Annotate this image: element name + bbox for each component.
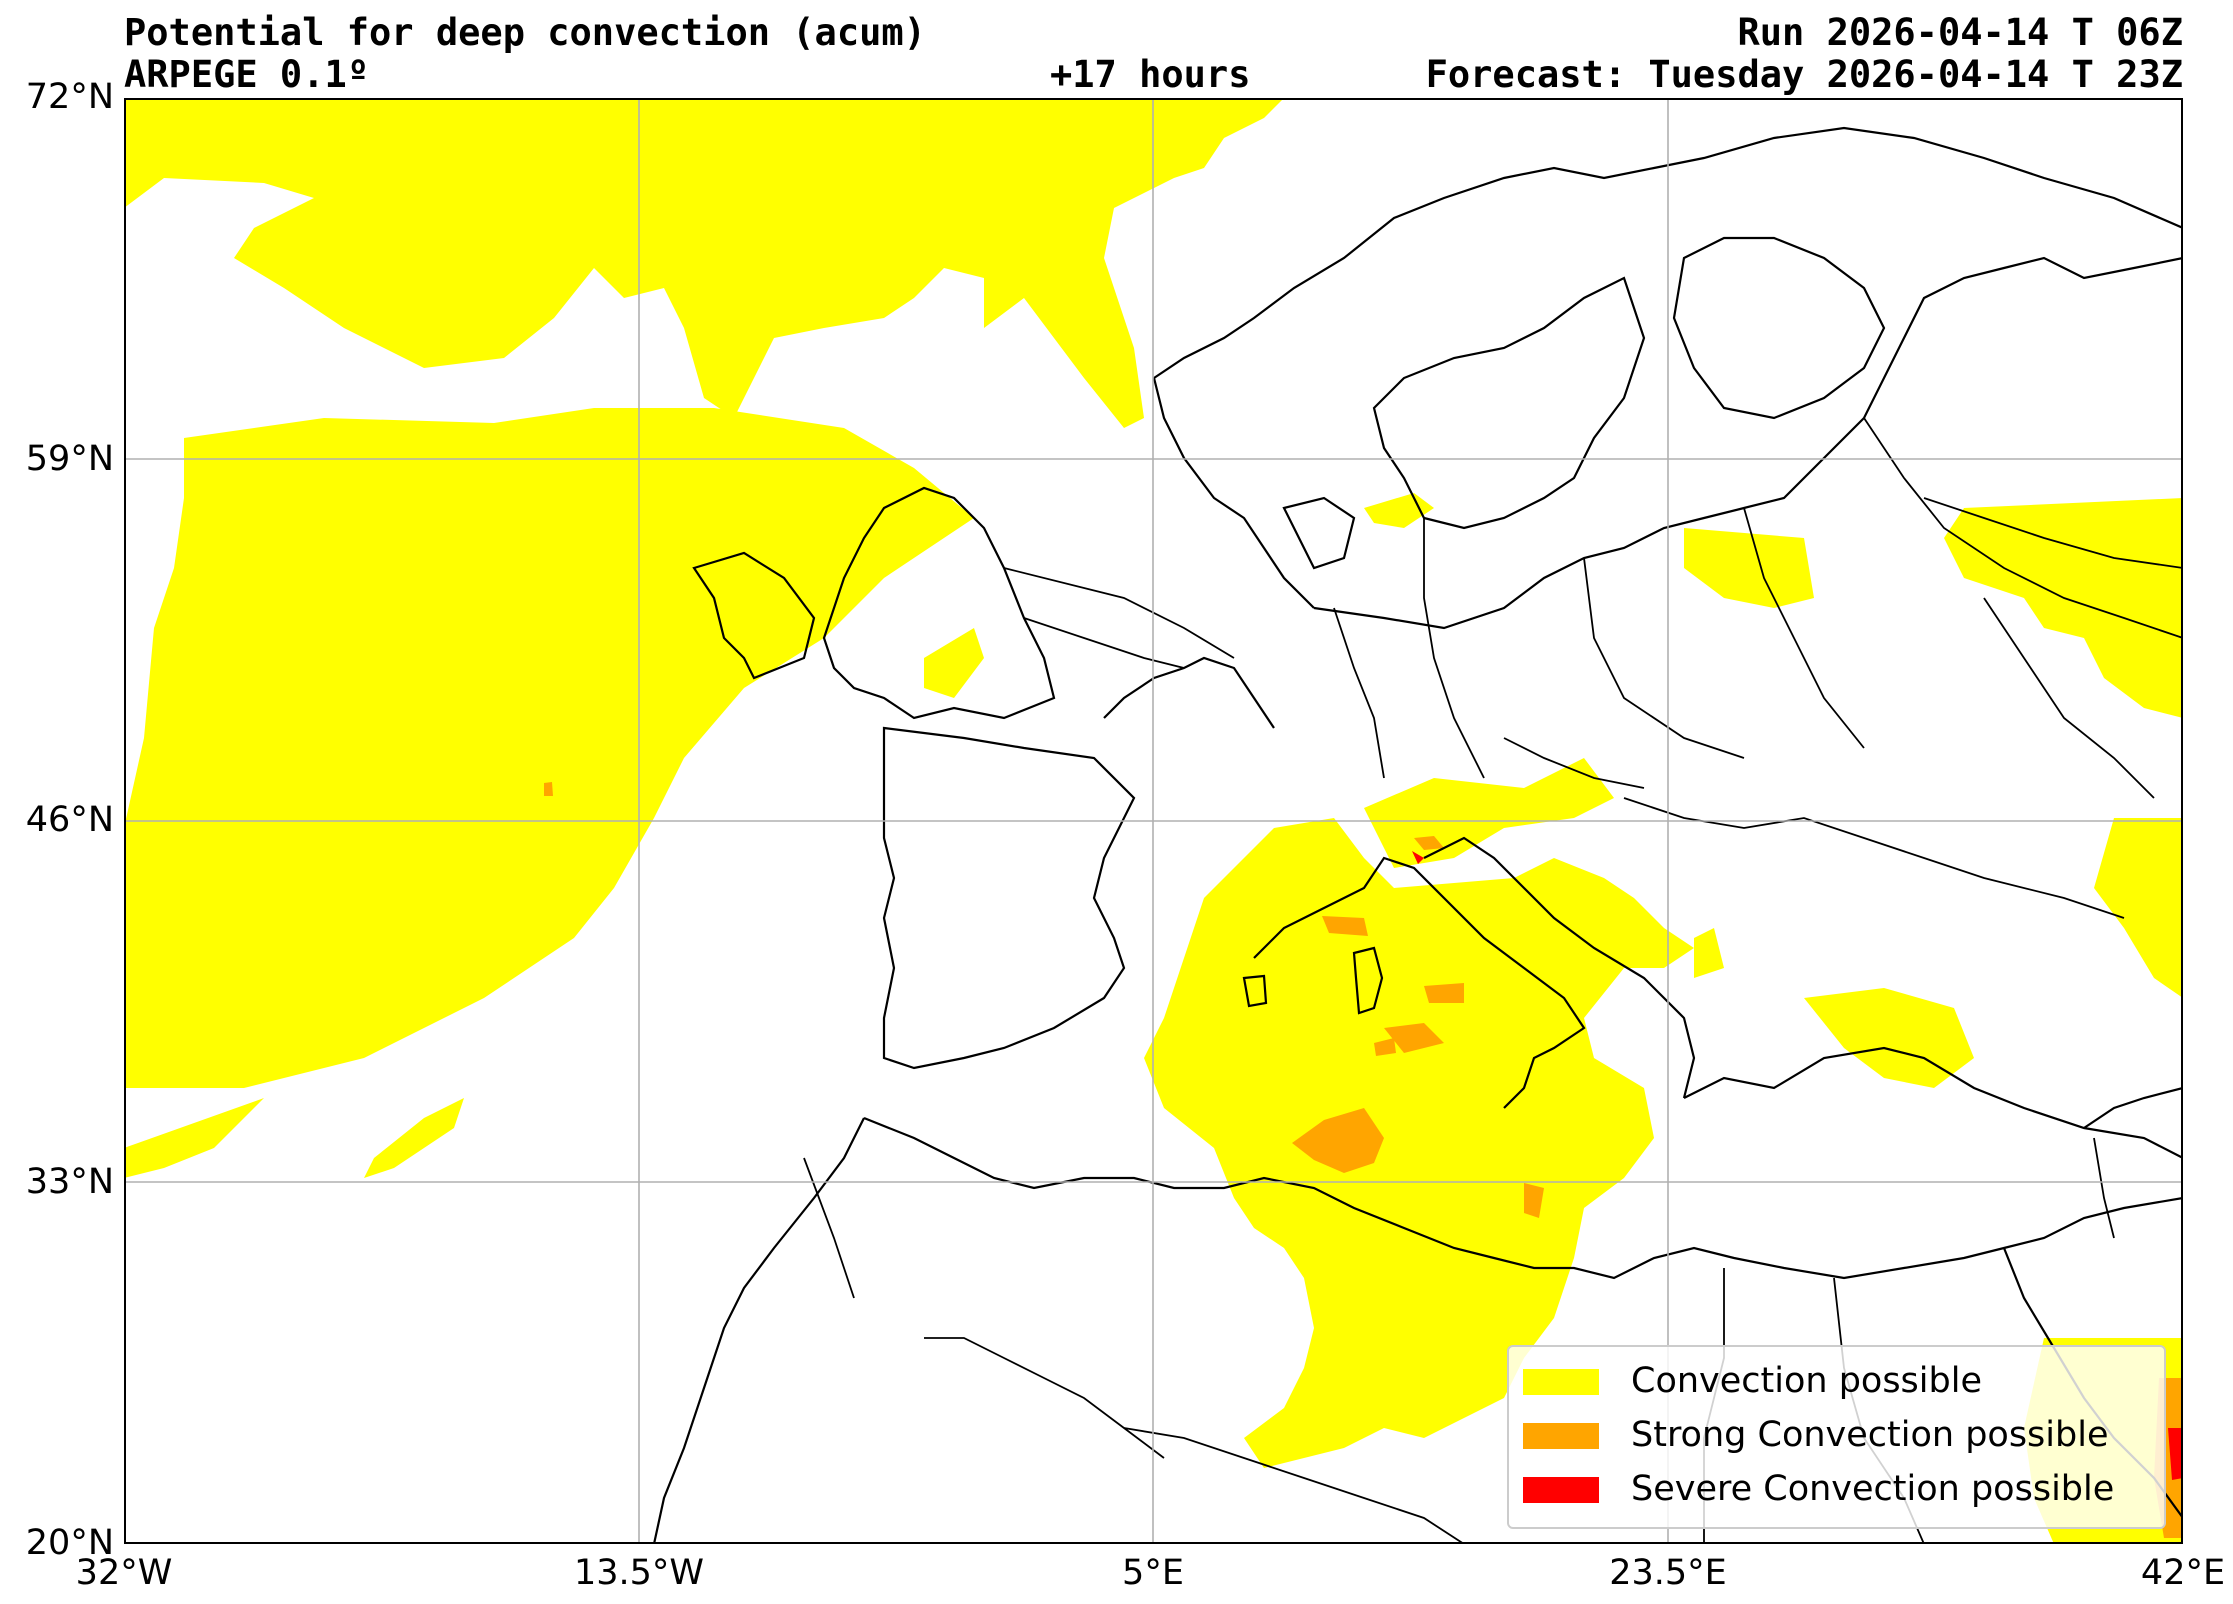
forecast-label: Forecast: Tuesday 2026-04-14 T 23Z — [1425, 53, 2183, 96]
lon-tick-32w: 32°W — [75, 1553, 173, 1593]
convection-map — [124, 98, 2183, 1544]
map-frame — [124, 98, 2183, 1544]
legend-swatch-severe — [1523, 1477, 1599, 1503]
coastlines — [652, 126, 2183, 1544]
run-label: Run 2026-04-14 T 06Z — [1737, 11, 2183, 54]
legend-label-severe: Severe Convection possible — [1631, 1469, 2115, 1509]
lat-tick-72: 72°N — [25, 77, 114, 117]
graticule — [124, 98, 2183, 1544]
map-title: Potential for deep convection (acum) — [124, 11, 926, 54]
lat-tick-46: 46°N — [25, 800, 114, 840]
lon-tick-13-5w: 13.5°W — [573, 1553, 705, 1593]
severe-convection-areas — [1412, 851, 2183, 1480]
lon-tick-5e: 5°E — [1122, 1553, 1184, 1593]
legend-swatch-convection — [1523, 1369, 1599, 1395]
legend-label-convection: Convection possible — [1631, 1361, 1982, 1401]
lon-tick-23-5e: 23.5°E — [1609, 1553, 1727, 1593]
model-label: ARPEGE 0.1º — [124, 53, 370, 96]
lat-tick-33: 33°N — [25, 1162, 114, 1202]
lead-time-label: +17 hours — [1050, 53, 1251, 96]
lat-tick-59: 59°N — [25, 439, 114, 479]
legend: Convection possible Strong Convection po… — [1507, 1345, 2166, 1529]
lon-tick-42e: 42°E — [2140, 1553, 2226, 1593]
legend-label-strong: Strong Convection possible — [1631, 1415, 2109, 1455]
lat-tick-20: 20°N — [25, 1523, 114, 1563]
legend-swatch-strong — [1523, 1423, 1599, 1449]
